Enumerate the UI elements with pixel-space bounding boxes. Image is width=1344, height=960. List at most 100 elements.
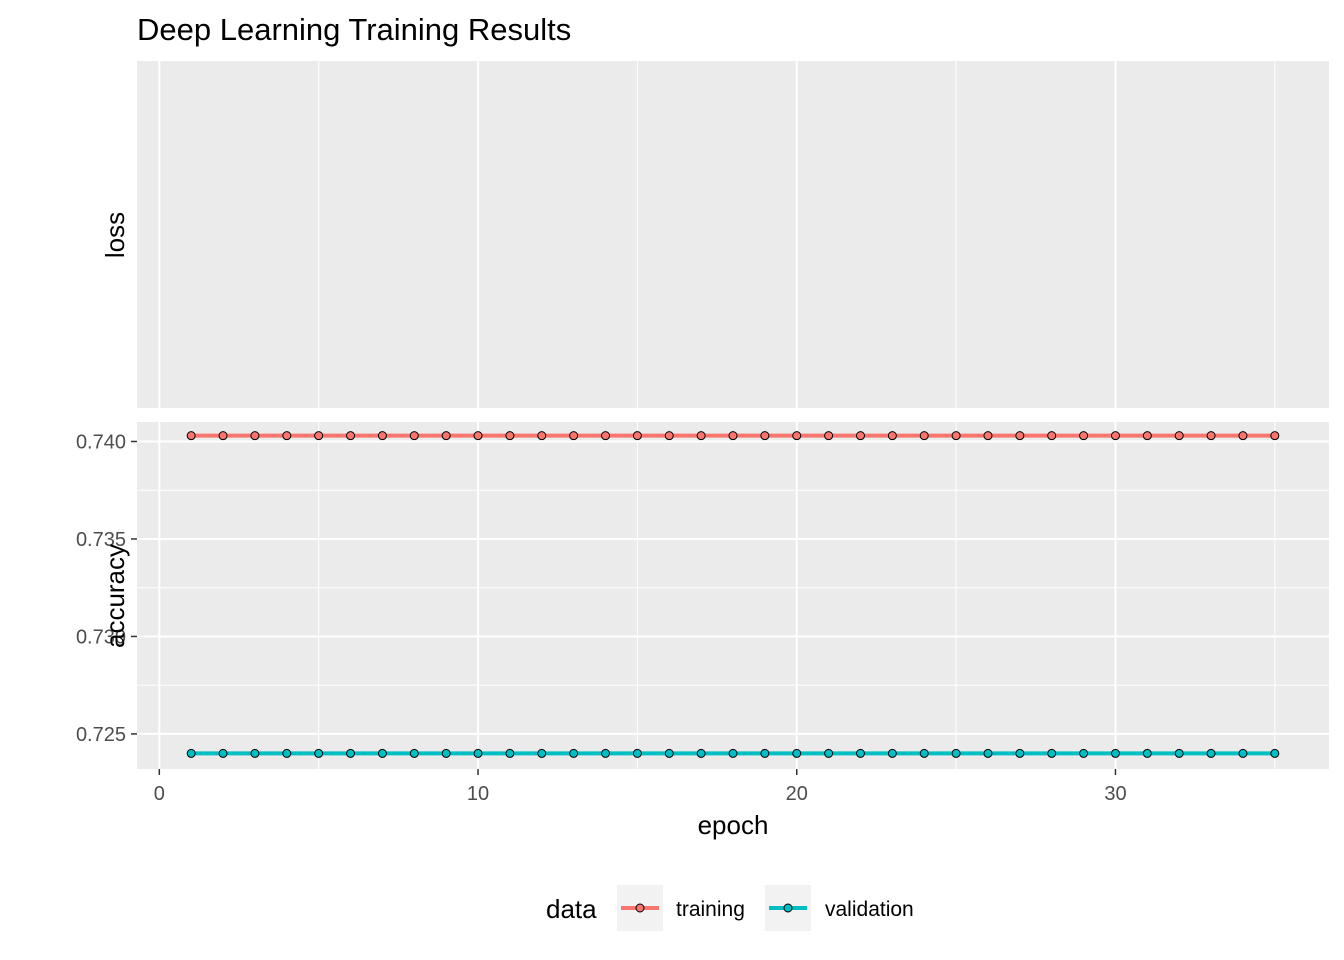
data-point-training (186, 431, 196, 441)
data-point-training (1110, 431, 1120, 441)
series-validation (186, 748, 1280, 758)
data-point-training (537, 431, 547, 441)
data-point-validation (1110, 748, 1120, 758)
data-point-validation (377, 748, 387, 758)
data-point-validation (632, 748, 642, 758)
data-point-validation (537, 748, 547, 758)
data-point-validation (1079, 748, 1089, 758)
data-point-validation (887, 748, 897, 758)
data-point-training (218, 431, 228, 441)
data-point-validation (1047, 748, 1057, 758)
data-point-training (1142, 431, 1152, 441)
x-tick-label: 20 (786, 783, 808, 805)
data-point-training (441, 431, 451, 441)
data-point-validation (1206, 748, 1216, 758)
data-point-validation (983, 748, 993, 758)
y-tick-label: 0.730 (76, 626, 126, 648)
legend: data training validation (546, 885, 914, 931)
x-tick-label: 0 (154, 783, 165, 805)
data-point-validation (792, 748, 802, 758)
data-point-validation (728, 748, 738, 758)
chart-title: Deep Learning Training Results (137, 12, 571, 47)
data-point-training (1174, 431, 1184, 441)
data-point-validation (250, 748, 260, 758)
data-point-validation (951, 748, 961, 758)
data-point-validation (441, 748, 451, 758)
data-point-training (951, 431, 961, 441)
series-layer (186, 431, 1280, 758)
data-point-training (377, 431, 387, 441)
data-point-validation (186, 748, 196, 758)
data-point-validation (1174, 748, 1184, 758)
legend-key-point (635, 903, 645, 913)
data-point-training (983, 431, 993, 441)
data-point-training (1270, 431, 1280, 441)
data-point-training (569, 431, 579, 441)
data-point-training (1238, 431, 1248, 441)
data-point-training (824, 431, 834, 441)
data-point-training (473, 431, 483, 441)
series-training (186, 431, 1280, 441)
grid-accuracy (137, 422, 1329, 769)
data-point-training (505, 431, 515, 441)
data-point-training (760, 431, 770, 441)
data-point-validation (601, 748, 611, 758)
data-point-training (792, 431, 802, 441)
data-point-training (409, 431, 419, 441)
data-point-training (1206, 431, 1216, 441)
data-point-training (346, 431, 356, 441)
data-point-validation (1142, 748, 1152, 758)
data-point-training (1015, 431, 1025, 441)
data-point-validation (855, 748, 865, 758)
panel-loss (137, 61, 1329, 408)
data-point-training (601, 431, 611, 441)
data-point-training (1079, 431, 1089, 441)
data-point-training (887, 431, 897, 441)
data-point-training (728, 431, 738, 441)
y-tick-label: 0.735 (76, 529, 126, 551)
data-point-validation (696, 748, 706, 758)
data-point-validation (569, 748, 579, 758)
data-point-validation (824, 748, 834, 758)
data-point-training (632, 431, 642, 441)
y-axis-label-loss: loss (100, 212, 130, 258)
data-point-validation (1015, 748, 1025, 758)
legend-key-validation (765, 885, 811, 931)
data-point-validation (473, 748, 483, 758)
data-point-validation (760, 748, 770, 758)
grid-loss (158, 61, 1276, 408)
data-point-training (282, 431, 292, 441)
data-point-validation (664, 748, 674, 758)
data-point-validation (505, 748, 515, 758)
data-point-training (250, 431, 260, 441)
data-point-validation (346, 748, 356, 758)
legend-label-training: training (676, 898, 745, 921)
y-axis-label-accuracy: accuracy (100, 544, 130, 648)
legend-key-training (617, 885, 663, 931)
data-point-validation (282, 748, 292, 758)
x-tick-label: 30 (1104, 783, 1126, 805)
data-point-validation (1270, 748, 1280, 758)
x-tick-label: 10 (467, 783, 489, 805)
data-point-training (1047, 431, 1057, 441)
data-point-training (696, 431, 706, 441)
data-point-training (664, 431, 674, 441)
data-point-training (314, 431, 324, 441)
legend-key-point (783, 903, 793, 913)
y-tick-label: 0.740 (76, 431, 126, 453)
x-axis-label: epoch (698, 810, 769, 840)
x-axis-ticks: 0 10 20 30 (154, 769, 1127, 805)
data-point-validation (218, 748, 228, 758)
y-axis-ticks: 0.725 0.730 0.735 0.740 (76, 431, 137, 746)
legend-entries: training validation (617, 885, 914, 931)
legend-label-validation: validation (825, 898, 914, 921)
y-tick-label: 0.725 (76, 724, 126, 746)
legend-title: data (546, 894, 597, 924)
data-point-validation (314, 748, 324, 758)
data-point-training (855, 431, 865, 441)
data-point-training (919, 431, 929, 441)
panel-accuracy (137, 422, 1329, 769)
data-point-validation (409, 748, 419, 758)
data-point-validation (1238, 748, 1248, 758)
